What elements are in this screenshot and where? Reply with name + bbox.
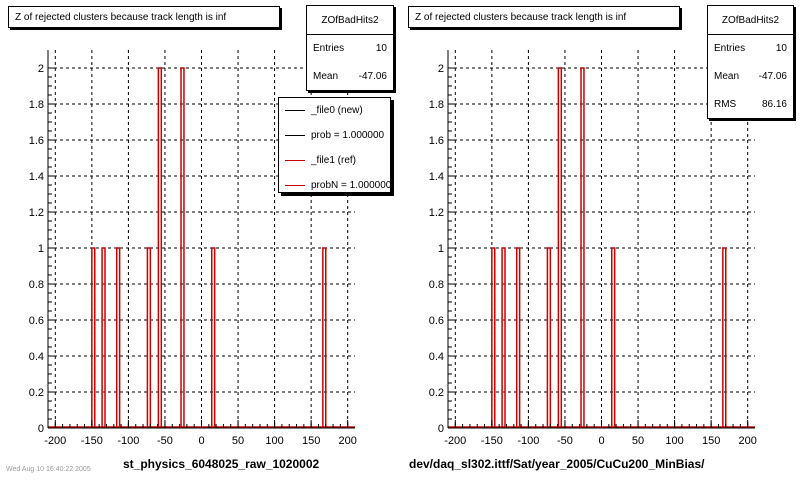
y-tick-label: 1.2	[29, 207, 44, 219]
histogram-bar	[101, 247, 106, 428]
x-tick-label: -100	[517, 435, 539, 447]
histogram-bar	[146, 247, 152, 428]
right-x-axis-label: dev/daq_sl302.ittf/Sat/year_2005/CuCu200…	[409, 457, 705, 471]
right-stats-name: ZOfBadHits2	[708, 6, 793, 35]
histogram-bar	[180, 67, 185, 428]
left-plot-title: Z of rejected clusters because track len…	[8, 6, 280, 28]
y-tick-label: 1	[438, 243, 444, 255]
x-tick-label: -100	[117, 435, 139, 447]
x-tick-label: 0	[598, 435, 604, 447]
histogram-bar	[515, 247, 521, 428]
legend-swatch	[285, 135, 305, 136]
x-tick-label: -200	[444, 435, 466, 447]
x-tick-label: 200	[739, 435, 757, 447]
histogram-bar	[157, 67, 163, 428]
x-tick-label: -50	[157, 435, 173, 447]
legend-item-new: _file0 (new)	[279, 98, 390, 123]
y-tick-label: 0.6	[429, 315, 444, 327]
y-tick-label: 0	[438, 423, 444, 435]
x-tick-label: -150	[481, 435, 503, 447]
y-tick-label: 1.4	[429, 171, 444, 183]
x-tick-label: -50	[557, 435, 573, 447]
x-tick-label: 150	[302, 435, 320, 447]
histogram-bar	[557, 67, 563, 428]
footer-timestamp: Wed Aug 10 16:40:22 2005	[6, 466, 91, 473]
y-tick-label: 1.6	[29, 135, 44, 147]
histogram-bar	[580, 67, 585, 428]
histogram-bar	[546, 247, 552, 428]
y-tick-label: 1.8	[29, 99, 44, 111]
x-tick-label: 150	[702, 435, 720, 447]
histogram-bar	[491, 247, 496, 428]
x-tick-label: -150	[81, 435, 103, 447]
y-tick-label: 0.6	[29, 315, 44, 327]
y-tick-label: 0	[38, 423, 44, 435]
x-tick-label: 50	[632, 435, 644, 447]
right-stats-row-rms: RMS 86.16	[714, 99, 787, 110]
y-tick-label: 0.4	[429, 351, 444, 363]
right-stats-row-mean: Mean -47.06	[714, 71, 787, 82]
y-tick-label: 1.6	[429, 135, 444, 147]
y-tick-label: 0.8	[29, 279, 44, 291]
x-tick-label: 0	[198, 435, 204, 447]
y-tick-label: 1.2	[429, 207, 444, 219]
y-tick-label: 1.4	[29, 171, 44, 183]
y-tick-label: 2	[438, 63, 444, 75]
series-bars	[448, 67, 755, 428]
x-tick-label: 50	[232, 435, 244, 447]
left-legend: _file0 (new) prob = 1.000000 _file1 (ref…	[278, 97, 391, 193]
histogram-bar	[91, 247, 96, 428]
left-plot-panel: -200 -150 -100 -50 0 50 100 150 200 0 0.2 0.4 0.6 0.8…	[8, 5, 394, 471]
left-stats-row-mean: Mean -47.06	[313, 71, 387, 82]
histogram-bar	[322, 247, 327, 428]
right-histogram: -200 -150 -100 -50 0 50 100 150 200 0 0.2 0.4 0.6 0.8…	[429, 50, 757, 447]
left-stats-row-entries: Entries 10	[313, 43, 387, 54]
y-tick-label: 0.8	[429, 279, 444, 291]
y-tick-label: 0.2	[29, 387, 44, 399]
x-tick-label: -200	[44, 435, 66, 447]
right-plot-title: Z of rejected clusters because track len…	[408, 6, 680, 28]
histogram-bar	[722, 247, 727, 428]
left-x-axis-label: st_physics_6048025_raw_1020002	[123, 457, 320, 471]
left-histogram: -200 -150 -100 -50 0 50 100 150 200 0 0.2 0.4 0.6 0.8…	[29, 50, 357, 447]
x-tick-label: 200	[339, 435, 357, 447]
left-stats-name: ZOfBadHits2	[307, 6, 393, 35]
right-stats-box: ZOfBadHits2 Entries 10 Mean -47.06 RMS 8…	[707, 5, 794, 119]
histogram-bar	[210, 247, 216, 428]
histogram-bar	[501, 247, 506, 428]
left-stats-box: ZOfBadHits2 Entries 10 Mean -47.06	[306, 5, 394, 91]
y-tick-label: 1.8	[429, 99, 444, 111]
legend-swatch	[285, 160, 305, 161]
legend-item-ref: _file1 (ref)	[279, 148, 390, 173]
legend-item-prob: prob = 1.000000	[279, 123, 390, 148]
right-stats-row-entries: Entries 10	[714, 43, 787, 54]
x-tick-label: 100	[265, 435, 283, 447]
histogram-bar	[610, 247, 616, 428]
y-tick-label: 1	[38, 243, 44, 255]
histogram-bar	[115, 247, 121, 428]
right-plot-panel: -200 -150 -100 -50 0 50 100 150 200 0 0.2 0.4 0.6 0.8…	[400, 0, 800, 480]
y-tick-label: 0.2	[429, 387, 444, 399]
legend-swatch	[285, 110, 305, 111]
y-tick-label: 2	[38, 63, 44, 75]
legend-item-probn: probN = 1.000000	[279, 173, 390, 192]
y-tick-label: 0.4	[29, 351, 44, 363]
x-tick-label: 100	[665, 435, 683, 447]
legend-swatch	[285, 185, 305, 186]
